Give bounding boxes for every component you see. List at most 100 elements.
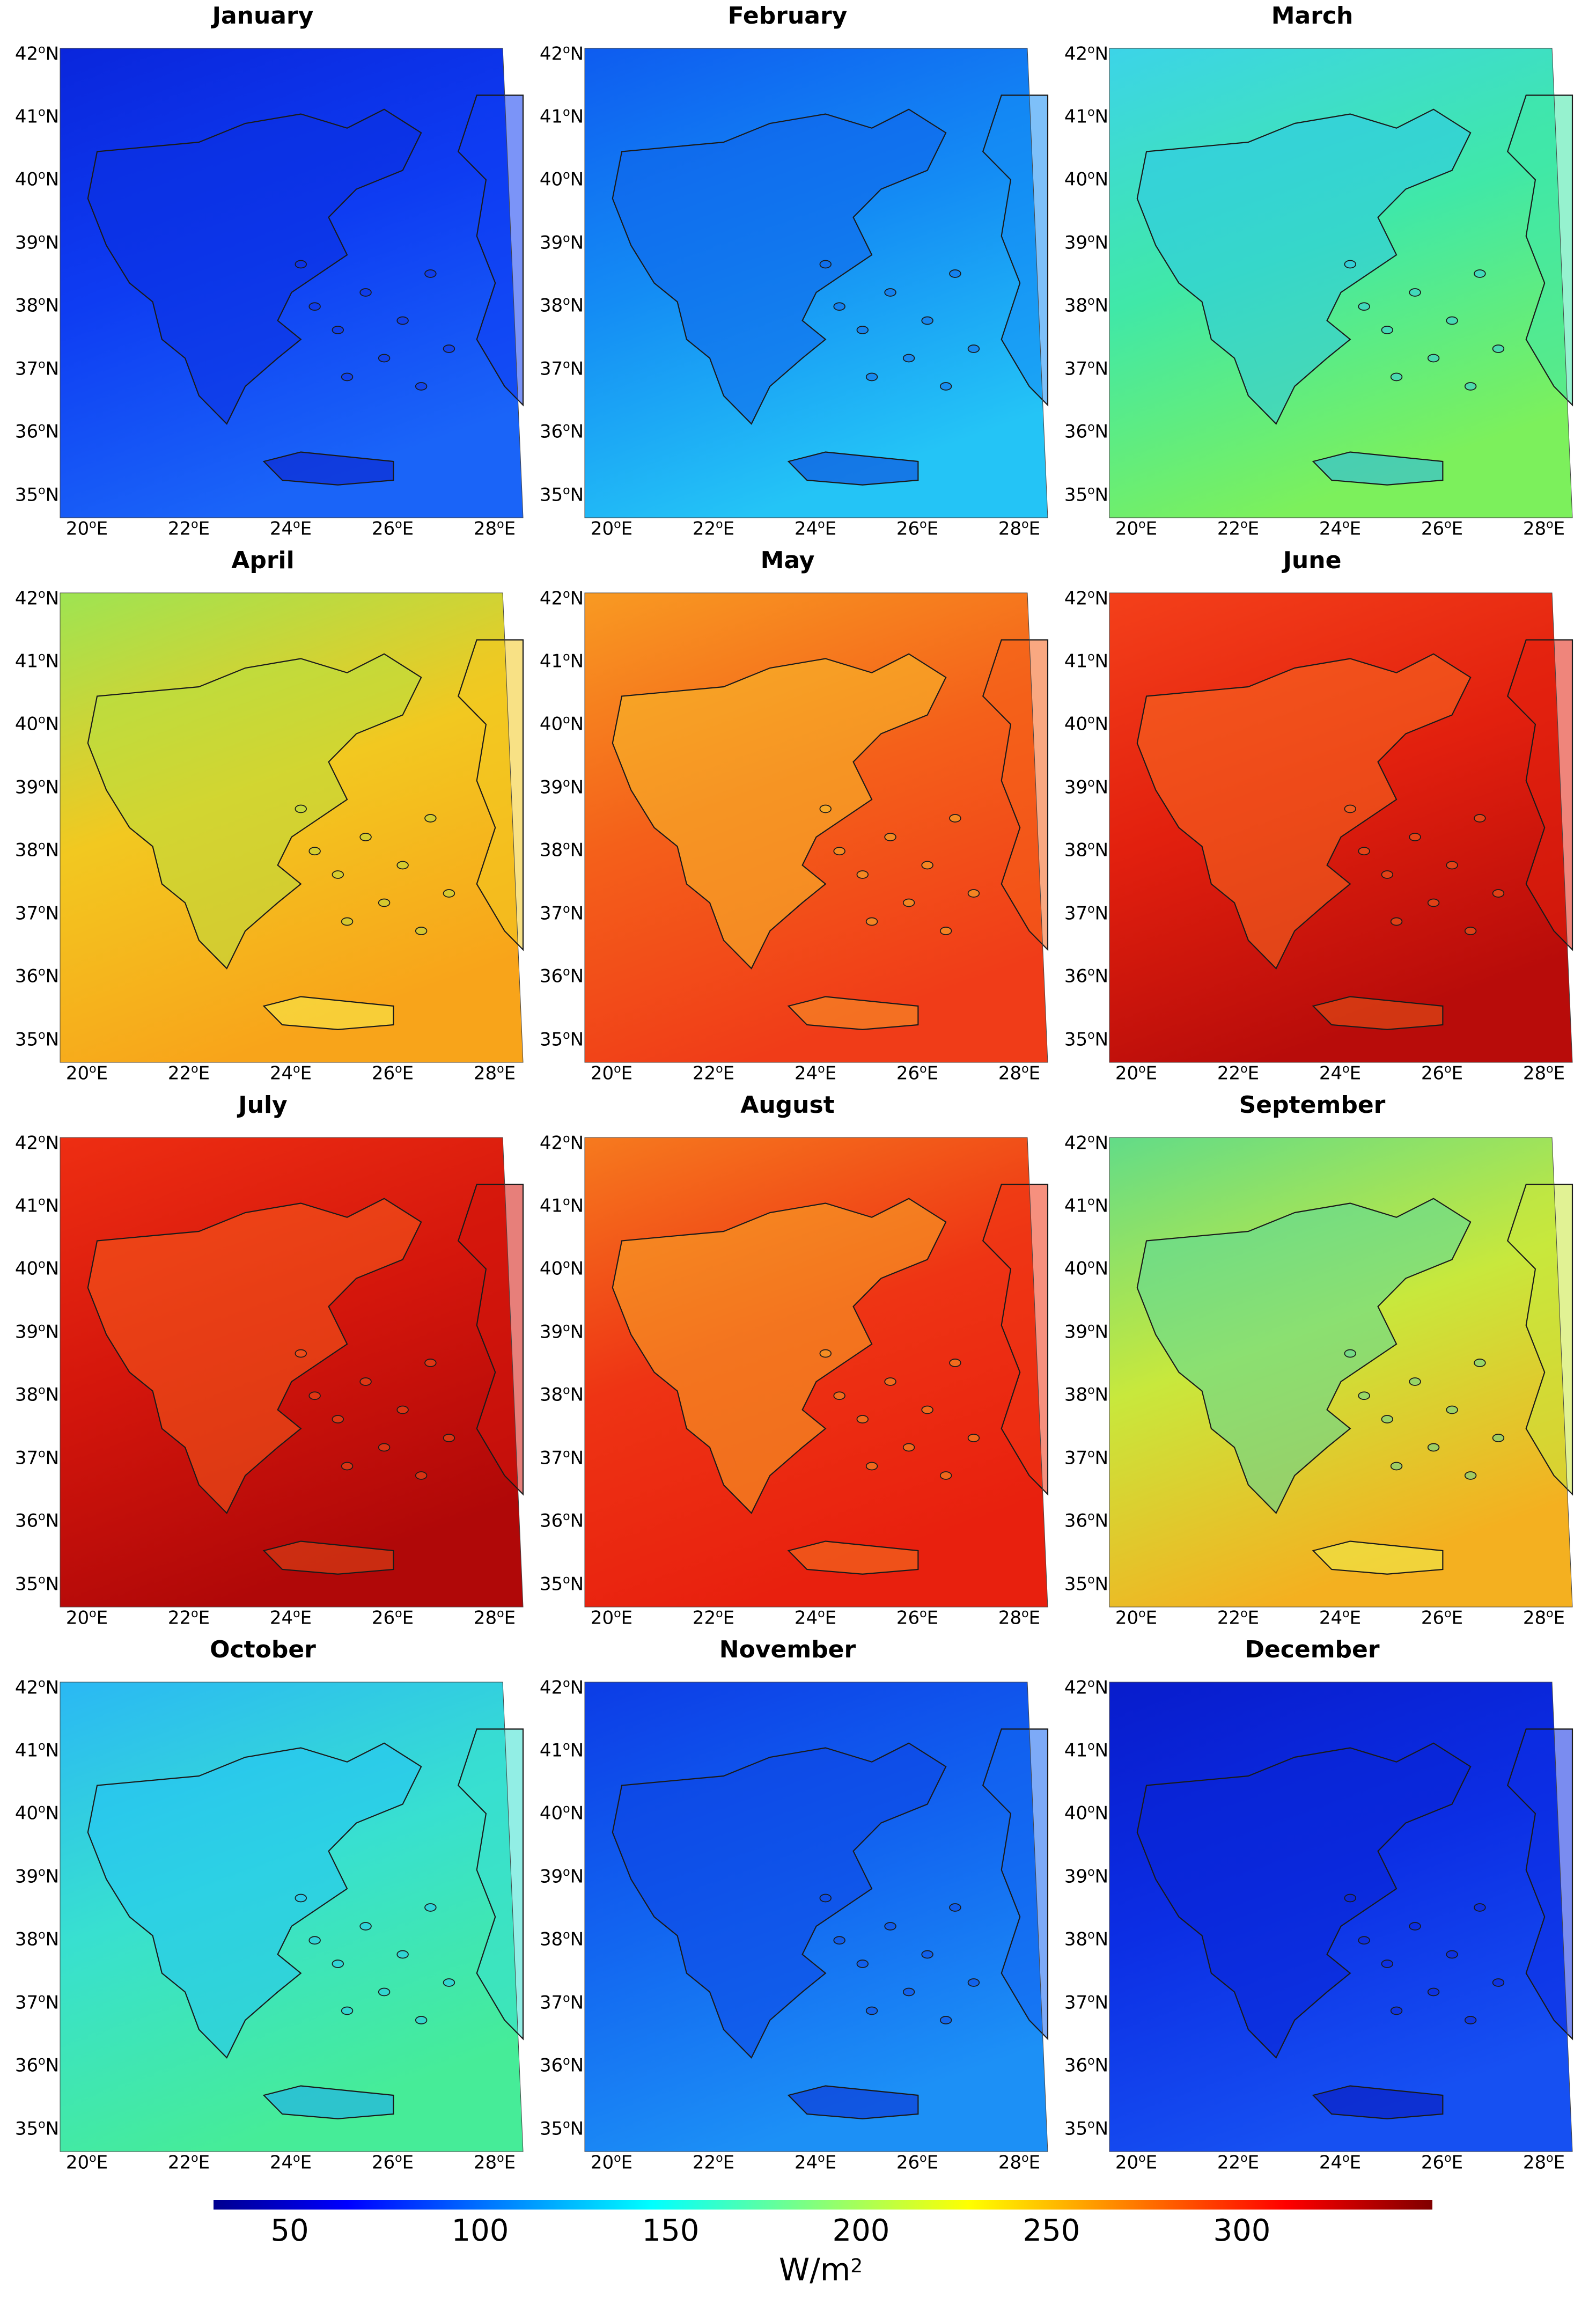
latitude-label: 36oN (14, 1510, 59, 1532)
island (1464, 1471, 1477, 1480)
island (949, 814, 961, 823)
latitude-label: 40oN (539, 168, 584, 190)
island (396, 1405, 409, 1414)
turkey-coast (457, 1728, 524, 2041)
coastlines (612, 94, 1049, 486)
latitude-label: 41oN (14, 106, 59, 128)
island (949, 269, 961, 278)
map-plot (60, 592, 524, 1063)
map-plot (60, 48, 524, 518)
longitude-label: 26oE (896, 2152, 939, 2174)
map-frame (60, 48, 524, 518)
crete-island (262, 1540, 394, 1575)
island (396, 1950, 409, 1959)
island (1492, 889, 1505, 898)
island (415, 1471, 428, 1480)
latitude-label: 38oN (539, 1384, 584, 1406)
latitude-label: 37oN (1064, 1447, 1108, 1469)
latitude-label: 40oN (539, 713, 584, 735)
latitude-label: 41oN (539, 650, 584, 672)
map-panel-june: June 42oN 41oN 40oN 39oN 38oN 37oN 36oN 35oN 20oE… (1049, 545, 1575, 1087)
map-frame (584, 1137, 1048, 1608)
island (1358, 302, 1370, 311)
longitude-label: 26oE (371, 1607, 414, 1629)
island (1381, 326, 1394, 334)
panel-title: November (719, 1636, 856, 1663)
map-panel-may: May 42oN 41oN 40oN 39oN 38oN 37oN 36oN 35oN 20oE 2… (525, 545, 1050, 1087)
crete-island (787, 1540, 919, 1575)
panel-title: October (210, 1636, 316, 1663)
island (332, 326, 344, 334)
coastlines (87, 94, 524, 486)
longitude-label: 24oE (794, 518, 837, 540)
coastlines (1136, 639, 1573, 1030)
island (295, 260, 307, 269)
longitude-label: 20oE (65, 518, 108, 540)
coastlines (87, 1184, 524, 1575)
panel-title: July (238, 1091, 288, 1119)
latitude-label: 36oN (14, 965, 59, 987)
island (819, 260, 832, 269)
longitude-label: 28oE (1523, 2152, 1565, 2174)
latitude-label: 38oN (1064, 1384, 1108, 1406)
latitude-label: 40oN (14, 713, 59, 735)
turkey-coast (1506, 94, 1573, 407)
island (378, 1987, 391, 1997)
colorbar-tick-label: 150 (642, 2213, 700, 2248)
longitude-label: 22oE (167, 518, 210, 540)
coastlines (1136, 1728, 1573, 2119)
island (921, 861, 933, 870)
island (308, 1936, 321, 1945)
turkey-coast (982, 1184, 1049, 1496)
panel-title: March (1271, 2, 1354, 30)
island (865, 1462, 878, 1471)
latitude-label: 39oN (539, 232, 584, 254)
island (1446, 316, 1458, 325)
turkey-coast (457, 94, 524, 407)
island (1464, 2016, 1477, 2024)
map-panel-september: September 42oN 41oN 40oN 39oN 38oN 37oN 36oN 35o… (1049, 1089, 1575, 1631)
latitude-label: 38oN (1064, 295, 1108, 317)
longitude-label: 20oE (590, 2152, 633, 2174)
map-panel-november: November 42oN 41oN 40oN 39oN 38oN 37oN 36oN 35oN… (525, 1634, 1050, 2176)
island (921, 1950, 933, 1959)
mainland-greece (87, 108, 422, 425)
island (1474, 269, 1486, 278)
map-frame (1109, 1682, 1573, 2152)
longitude-label: 22oE (1217, 2152, 1260, 2174)
colorbar-gradient (214, 2200, 1432, 2210)
island (308, 302, 321, 311)
island (939, 382, 952, 391)
longitude-label: 28oE (998, 518, 1041, 540)
latitude-label: 40oN (14, 1802, 59, 1824)
island (1358, 1936, 1370, 1945)
latitude-label: 36oN (1064, 1510, 1108, 1532)
longitude-label: 28oE (1523, 1062, 1565, 1084)
panel-title: August (740, 1091, 835, 1119)
latitude-label: 37oN (1064, 902, 1108, 924)
crete-island (787, 996, 919, 1030)
latitude-label: 37oN (539, 902, 584, 924)
longitude-label: 26oE (371, 518, 414, 540)
turkey-coast (1506, 1184, 1573, 1496)
latitude-label: 38oN (1064, 1928, 1108, 1950)
latitude-label: 41oN (1064, 650, 1108, 672)
island (884, 288, 896, 297)
island (1344, 1349, 1356, 1358)
island (1390, 2006, 1403, 2015)
latitude-label: 35oN (14, 1029, 59, 1051)
map-panel-october: October 42oN 41oN 40oN 39oN 38oN 37oN 36oN 35oN 2… (0, 1634, 526, 2176)
latitude-label: 42oN (14, 43, 59, 65)
longitude-label: 28oE (473, 2152, 516, 2174)
latitude-label: 42oN (1064, 588, 1108, 610)
island (396, 861, 409, 870)
island (415, 927, 428, 935)
map-panel-february: February 42oN 41oN 40oN 39oN 38oN 37oN 36oN 35oN… (525, 0, 1050, 542)
map-frame (1109, 1137, 1573, 1608)
latitude-label: 41oN (539, 106, 584, 128)
turkey-coast (982, 639, 1049, 951)
longitude-label: 20oE (1115, 1062, 1158, 1084)
colorbar-unit-base: W/m (778, 2251, 851, 2288)
map-frame (584, 48, 1048, 518)
island (884, 1922, 896, 1931)
